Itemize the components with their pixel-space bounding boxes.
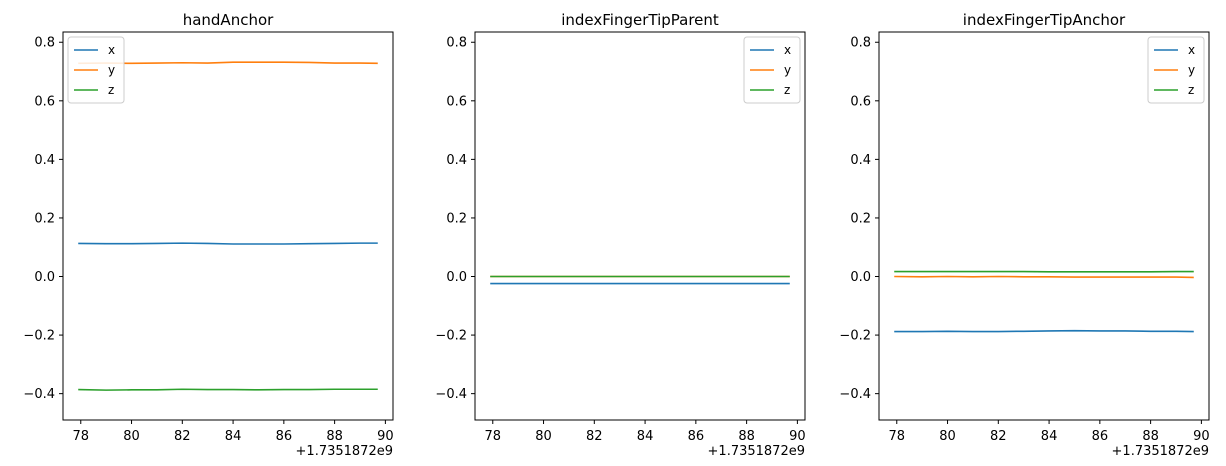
x-tick-label: 90 <box>789 429 806 444</box>
x-tick-label: 88 <box>738 429 755 444</box>
x-tick-label: 90 <box>1193 429 1210 444</box>
panel-title: indexFingerTipAnchor <box>963 11 1126 29</box>
y-tick-label: −0.4 <box>839 387 871 402</box>
y-tick-label: 0.8 <box>850 36 871 51</box>
series-line-y <box>78 61 378 65</box>
axes-frame <box>878 31 1210 421</box>
x-tick-label: 88 <box>326 429 343 444</box>
panel-title: indexFingerTipParent <box>561 11 719 29</box>
x-tick-label: 78 <box>72 429 89 444</box>
x-tick-label: 86 <box>276 429 293 444</box>
x-tick-label: 88 <box>1142 429 1159 444</box>
x-tick-label: 84 <box>637 429 654 444</box>
x-tick-label: 82 <box>174 429 191 444</box>
y-tick-label: −0.2 <box>839 329 871 344</box>
y-tick-label: −0.4 <box>23 387 55 402</box>
y-tick-label: −0.4 <box>435 387 467 402</box>
x-tick-label: 90 <box>377 429 394 444</box>
y-tick-label: 0.8 <box>446 36 467 51</box>
x-tick-label: 80 <box>939 429 956 444</box>
y-tick-label: 0.2 <box>850 211 871 226</box>
legend-label-y: y <box>1188 63 1195 77</box>
x-tick-label: 82 <box>586 429 603 444</box>
y-tick-label: 0.4 <box>34 153 55 168</box>
x-offset-label: +1.7351872e9 <box>296 444 393 459</box>
x-tick-label: 78 <box>888 429 905 444</box>
panel-index-finger-tip-parent: indexFingerTipParent +1.7351872e9 78 80 82… <box>435 11 805 459</box>
y-tick-label: 0.4 <box>446 153 467 168</box>
legend-label-z: z <box>1188 83 1194 97</box>
y-tick-label: 0.4 <box>850 153 871 168</box>
y-tick-label: 0.2 <box>34 211 55 226</box>
panel-index-finger-tip-anchor: indexFingerTipAnchor +1.7351872e9 78 80 82… <box>839 11 1209 459</box>
y-tick-label: −0.2 <box>23 329 55 344</box>
legend-label-x: x <box>784 43 791 57</box>
y-tick-label: −0.2 <box>435 329 467 344</box>
panel-hand-anchor: handAnchor +1.7351872e9 78 80 82 84 86 88 90 −0… <box>23 11 393 459</box>
y-tick-label: 0.6 <box>850 94 871 109</box>
legend-label-y: y <box>108 63 115 77</box>
legend-label-x: x <box>1188 43 1195 57</box>
y-tick-label: 0.6 <box>34 94 55 109</box>
legend-label-x: x <box>108 43 115 57</box>
axes-frame <box>62 31 394 421</box>
series-line-x <box>894 329 1194 333</box>
x-tick-label: 84 <box>1041 429 1058 444</box>
y-tick-label: 0.0 <box>446 270 467 285</box>
x-offset-label: +1.7351872e9 <box>708 444 805 459</box>
y-tick-label: 0.0 <box>34 270 55 285</box>
x-tick-label: 82 <box>990 429 1007 444</box>
series-line-y <box>894 275 1194 279</box>
series-line-x <box>78 242 378 245</box>
x-tick-label: 78 <box>484 429 501 444</box>
panel-title: handAnchor <box>183 11 274 29</box>
x-tick-label: 80 <box>123 429 140 444</box>
x-tick-label: 86 <box>1092 429 1109 444</box>
y-tick-label: 0.8 <box>34 36 55 51</box>
legend-label-z: z <box>108 83 114 97</box>
x-offset-label: +1.7351872e9 <box>1112 444 1209 459</box>
x-tick-label: 86 <box>688 429 705 444</box>
series-line-z <box>78 388 378 391</box>
x-tick-label: 80 <box>535 429 552 444</box>
x-tick-label: 84 <box>225 429 242 444</box>
legend-label-z: z <box>784 83 790 97</box>
axes-frame <box>474 31 806 421</box>
y-tick-label: 0.6 <box>446 94 467 109</box>
y-tick-label: 0.2 <box>446 211 467 226</box>
y-tick-label: 0.0 <box>850 270 871 285</box>
legend-label-y: y <box>784 63 791 77</box>
